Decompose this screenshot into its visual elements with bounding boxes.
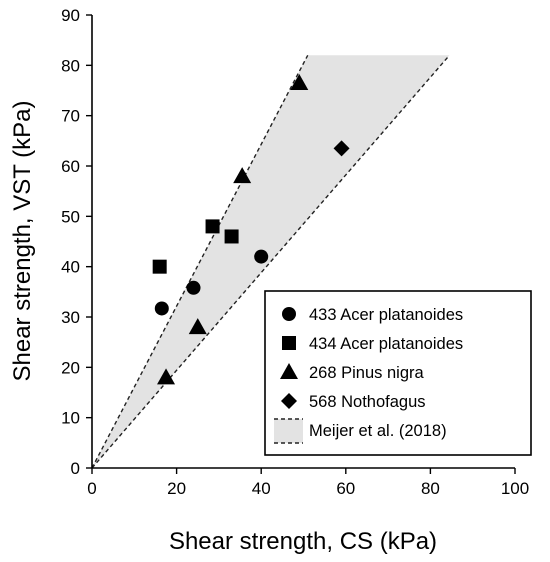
y-tick-label: 30 bbox=[61, 308, 80, 327]
y-tick-label: 0 bbox=[71, 459, 80, 478]
legend-label: 268 Pinus nigra bbox=[309, 364, 424, 382]
data-point-circle bbox=[154, 301, 169, 316]
legend-box bbox=[264, 290, 532, 456]
data-point-square bbox=[152, 259, 167, 274]
legend-marker-square bbox=[282, 336, 296, 350]
legend-marker-circle bbox=[282, 307, 296, 321]
data-point-diamond bbox=[333, 140, 350, 157]
legend: 433 Acer platanoides 434 Acer platanoides… bbox=[264, 290, 532, 456]
y-tick-label: 80 bbox=[61, 56, 80, 75]
y-axis-title: Shear strength, VST (kPa) bbox=[9, 100, 36, 381]
data-point-circle bbox=[254, 249, 269, 264]
legend-marker-triangle bbox=[280, 363, 298, 379]
y-tick-label: 20 bbox=[61, 358, 80, 377]
meijer-upper-bound-line bbox=[91, 54, 309, 469]
legend-label: Meijer et al. (2018) bbox=[309, 422, 447, 440]
legend-marker-diamond bbox=[281, 393, 297, 409]
x-tick-label: 100 bbox=[501, 479, 529, 498]
data-points bbox=[152, 73, 350, 385]
data-point-square bbox=[205, 219, 220, 234]
y-tick-label: 40 bbox=[61, 258, 80, 277]
data-point-triangle bbox=[233, 167, 252, 184]
y-tick-label: 70 bbox=[61, 107, 80, 126]
data-point-triangle bbox=[188, 318, 207, 335]
x-axis-title: Shear strength, CS (kPa) bbox=[169, 528, 437, 555]
x-tick-label: 60 bbox=[336, 479, 355, 498]
data-point-circle bbox=[186, 280, 201, 295]
y-tick-label: 60 bbox=[61, 157, 80, 176]
meijer-band-layer bbox=[91, 54, 450, 469]
legend-label: 434 Acer platanoides bbox=[309, 335, 463, 353]
x-tick-label: 80 bbox=[421, 479, 440, 498]
y-tick-label: 90 bbox=[61, 6, 80, 25]
data-point-triangle bbox=[290, 73, 309, 90]
x-tick-label: 40 bbox=[252, 479, 271, 498]
y-tick-label: 50 bbox=[61, 207, 80, 226]
legend-label: 568 Nothofagus bbox=[309, 393, 426, 411]
x-tick-label: 0 bbox=[87, 479, 96, 498]
x-tick-label: 20 bbox=[167, 479, 186, 498]
data-point-square bbox=[224, 229, 239, 244]
legend-label: 433 Acer platanoides bbox=[309, 306, 463, 324]
axes: 0 10 20 30 40 50 60 70 80 90 0 20 40 60 80 100 bbox=[61, 6, 529, 498]
data-point-triangle bbox=[157, 368, 176, 385]
legend-band-swatch bbox=[274, 419, 303, 443]
y-tick-label: 10 bbox=[61, 409, 80, 428]
